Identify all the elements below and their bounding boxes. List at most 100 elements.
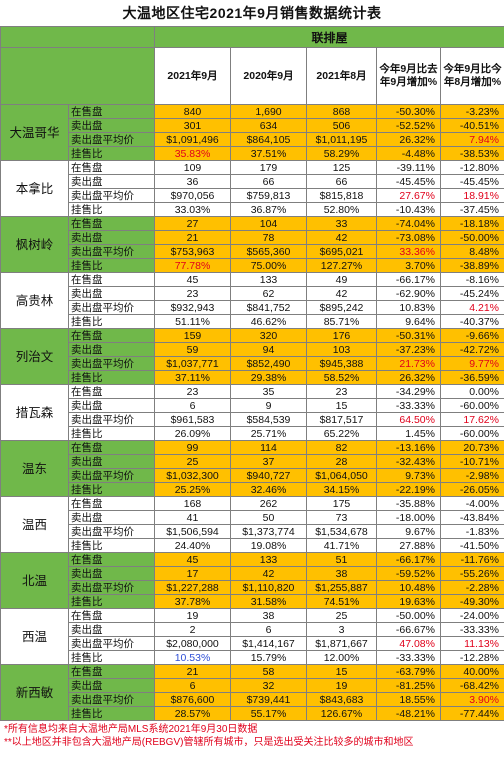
table-cell: 104 — [230, 216, 307, 231]
table-row: 卖出盘平均价 $970,056 $759,813 $815,818 27.67% 18.9… — [1, 188, 504, 203]
table-cell: 9.67% — [376, 524, 441, 539]
table-cell: -26.05% — [440, 482, 504, 497]
table-cell: -37.45% — [440, 202, 504, 217]
region-name: 枫树岭 — [0, 216, 69, 273]
table-cell: -48.21% — [376, 706, 441, 721]
metric-label: 卖出盘 — [68, 622, 155, 637]
metric-label: 挂售比 — [68, 482, 155, 497]
table-cell: $695,021 — [306, 244, 377, 259]
table-cell: 28.57% — [154, 706, 231, 721]
table-cell: 47.08% — [376, 636, 441, 651]
table-cell: $843,683 — [306, 692, 377, 707]
table-row: 卖出盘平均价 $753,963 $565,360 $695,021 33.36% 8.48… — [1, 244, 504, 259]
table-cell: 64.50% — [376, 412, 441, 427]
table-cell: -39.11% — [376, 160, 441, 175]
table-cell: $895,242 — [306, 300, 377, 315]
table-cell: -13.16% — [376, 440, 441, 455]
table-cell: 36 — [154, 174, 231, 189]
table-cell: -38.89% — [440, 258, 504, 273]
table-row: 北温 在售盘 45 133 51 -66.17% -11.76% — [0, 552, 504, 609]
table-cell: -52.52% — [376, 118, 441, 133]
table-cell: $864,105 — [230, 132, 307, 147]
sales-table: 联排屋 2021年9月 2020年9月 2021年8月 今年9月比去年9月增加%… — [0, 26, 504, 721]
table-cell: 58 — [230, 664, 307, 679]
table-cell: -45.45% — [440, 174, 504, 189]
table-cell: 41.71% — [306, 538, 377, 553]
table-cell: 82 — [306, 440, 377, 455]
table-cell: -63.79% — [376, 664, 441, 679]
table-cell: 99 — [154, 440, 231, 455]
metric-label: 在售盘 — [68, 216, 155, 231]
table-cell: -73.08% — [376, 230, 441, 245]
table-cell: 23 — [154, 286, 231, 301]
table-row: 卖出盘 301 634 506 -52.52% -40.51% — [1, 118, 504, 133]
table-cell: 74.51% — [306, 594, 377, 609]
metric-label: 卖出盘平均价 — [68, 300, 155, 315]
table-cell: $759,813 — [230, 188, 307, 203]
metric-label: 在售盘 — [68, 496, 155, 511]
table-cell: 50 — [230, 510, 307, 525]
table-cell: -55.26% — [440, 566, 504, 581]
metric-label: 在售盘 — [68, 328, 155, 343]
footnote: **以上地区并非包含大温地产局(REBGV)管辖所有城市，只是选出受关注比较多的… — [4, 737, 414, 748]
table-cell: -10.43% — [376, 202, 441, 217]
table-cell: 168 — [154, 496, 231, 511]
table-cell: 40.00% — [440, 664, 504, 679]
table-cell: 109 — [154, 160, 231, 175]
metric-label: 卖出盘 — [68, 566, 155, 581]
table-cell: 126.67% — [306, 706, 377, 721]
table-cell: $852,490 — [230, 356, 307, 371]
table-cell: $1,373,774 — [230, 524, 307, 539]
table-cell: 34.15% — [306, 482, 377, 497]
table-cell: -33.33% — [376, 398, 441, 413]
table-cell: 15.79% — [230, 650, 307, 665]
table-cell: 55.17% — [230, 706, 307, 721]
metric-label: 卖出盘平均价 — [68, 356, 155, 371]
table-cell: 58.52% — [306, 370, 377, 385]
table-cell: 103 — [306, 342, 377, 357]
table-cell: 26.09% — [154, 426, 231, 441]
table-cell: 1.45% — [376, 426, 441, 441]
table-cell: -42.72% — [440, 342, 504, 357]
table-row: 卖出盘平均价 $2,080,000 $1,414,167 $1,871,667 47.0… — [1, 636, 504, 651]
metric-label: 卖出盘平均价 — [68, 132, 155, 147]
table-cell: 176 — [306, 328, 377, 343]
table-cell: 46.62% — [230, 314, 307, 329]
table-cell: 51 — [306, 552, 377, 567]
table-cell: 11.13% — [440, 636, 504, 651]
table-cell: 51.11% — [154, 314, 231, 329]
table-cell: 58.29% — [306, 146, 377, 161]
region-name: 列治文 — [0, 328, 69, 385]
table-cell: 29.38% — [230, 370, 307, 385]
table-row: 挂售比 51.11% 46.62% 85.71% 9.64% -40.37% — [1, 314, 504, 329]
table-row: 挂售比 37.11% 29.38% 58.52% 26.32% -36.59% — [1, 370, 504, 385]
metric-label: 在售盘 — [68, 384, 155, 399]
table-cell: -4.48% — [376, 146, 441, 161]
table-cell: 33.36% — [376, 244, 441, 259]
metric-label: 在售盘 — [68, 552, 155, 567]
table-cell: $945,388 — [306, 356, 377, 371]
metric-label: 卖出盘 — [68, 454, 155, 469]
metric-label: 在售盘 — [68, 664, 155, 679]
table-cell: -45.45% — [376, 174, 441, 189]
table-cell: 75.00% — [230, 258, 307, 273]
table-cell: -77.44% — [440, 706, 504, 721]
table-cell: 27.88% — [376, 538, 441, 553]
metric-label: 挂售比 — [68, 706, 155, 721]
region-name: 措瓦森 — [0, 384, 69, 441]
brand-row: 联排屋 — [0, 26, 504, 48]
table-cell: 38 — [306, 566, 377, 581]
table-cell: 301 — [154, 118, 231, 133]
table-cell: $2,080,000 — [154, 636, 231, 651]
table-cell: 21.73% — [376, 356, 441, 371]
table-cell: 32.46% — [230, 482, 307, 497]
column-header: 2021年8月 — [306, 47, 377, 105]
table-cell: -37.23% — [376, 342, 441, 357]
table-cell: $841,752 — [230, 300, 307, 315]
table-row: 挂售比 10.53% 15.79% 12.00% -33.33% -12.28% — [1, 650, 504, 665]
table-cell: 23 — [154, 384, 231, 399]
table-row: 本拿比 在售盘 109 179 125 -39.11% -12.80% — [0, 160, 504, 217]
table-cell: -3.23% — [440, 104, 504, 119]
table-cell: 6 — [154, 398, 231, 413]
table-cell: -10.71% — [440, 454, 504, 469]
